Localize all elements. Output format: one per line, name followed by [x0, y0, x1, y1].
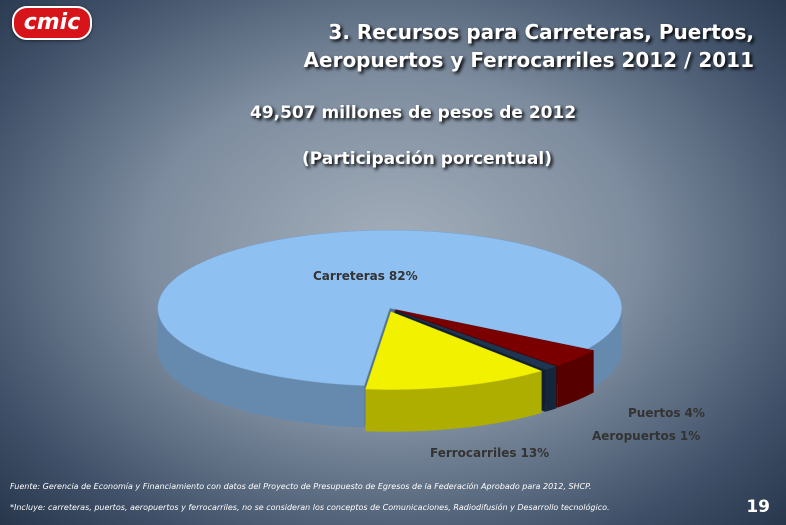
label-value: 13% [520, 446, 549, 460]
slice-top [157, 229, 623, 386]
slice-top [394, 310, 557, 371]
data-label: Ferrocarriles 13% [430, 446, 549, 460]
data-label: Carreteras 82% [313, 269, 418, 283]
label-value: 1% [680, 429, 700, 443]
label-name: Aeropuertos [592, 429, 676, 443]
data-label: Aeropuertos 1% [592, 429, 700, 443]
label-value: 82% [389, 269, 418, 283]
label-name: Ferrocarriles [430, 446, 516, 460]
slice-top [395, 309, 595, 367]
subtitle: 49,507 millones de pesos de 2012 [250, 103, 577, 123]
slice-side [587, 308, 622, 391]
footnote: Fuente: Gerencia de Economía y Financiam… [10, 482, 592, 491]
page-number: 19 [746, 497, 770, 517]
chart-title: 3. Recursos para Carreteras, Puertos, Ae… [303, 20, 754, 72]
slice-side [557, 350, 594, 408]
data-label: Puertos 4% [628, 406, 705, 420]
logo: cmic [12, 6, 92, 40]
footnote: *Incluye: carreteras, puertos, aeropuert… [10, 503, 610, 512]
subtitle: (Participación porcentual) [302, 149, 552, 169]
label-name: Carreteras [313, 269, 385, 283]
slice-side [157, 308, 365, 428]
slice-top [365, 311, 543, 390]
slice-side [365, 371, 542, 432]
slice-side [545, 366, 557, 412]
pie-slice [365, 311, 543, 432]
label-name: Puertos [628, 406, 681, 420]
label-value: 4% [685, 406, 705, 420]
